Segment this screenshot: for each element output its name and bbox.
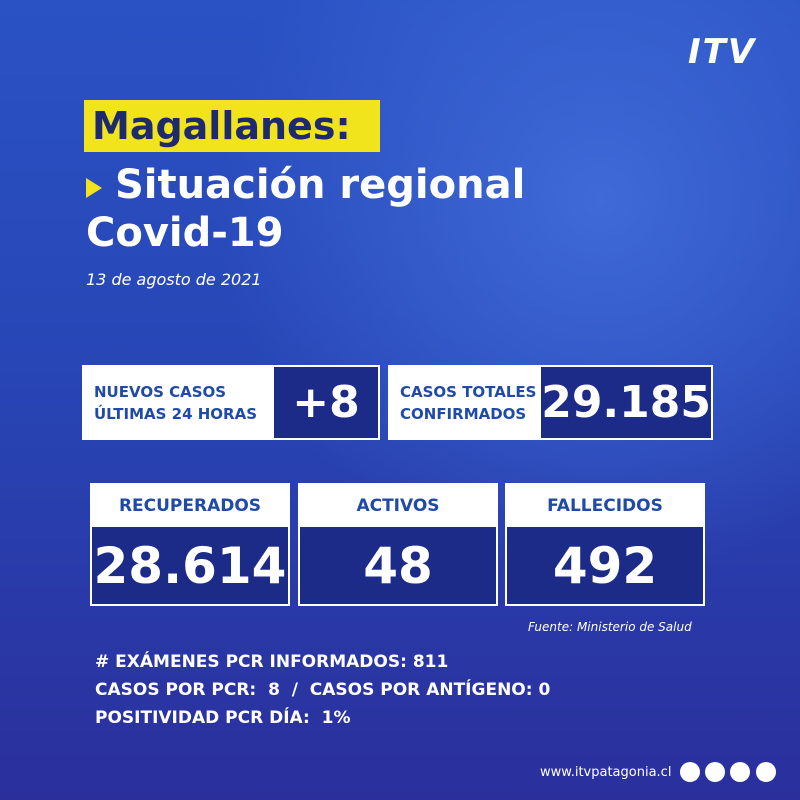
stat-value: 48 xyxy=(363,537,433,595)
label: NUEVOS CASOS xyxy=(94,382,227,401)
title: Covid-19 xyxy=(86,210,284,256)
twitter-icon[interactable] xyxy=(730,762,750,782)
title: Situación regional xyxy=(115,162,526,208)
stat-box: CASOS TOTALES CONFIRMADOS 29.185 xyxy=(388,365,713,440)
stat-value: +8 xyxy=(274,367,378,438)
date: 13 de agosto de 2021 xyxy=(86,270,262,289)
label: CASOS TOTALES xyxy=(400,382,537,401)
stat-label: NUEVOS CASOS ÚLTIMAS 24 HORAS xyxy=(84,367,274,438)
label: CONFIRMADOS xyxy=(400,404,527,423)
youtube-icon[interactable] xyxy=(705,762,725,782)
label: ÚLTIMAS 24 HORAS xyxy=(94,404,257,423)
url[interactable]: www.itvpatagonia.cl xyxy=(540,765,672,780)
source: Fuente: Ministerio de Salud xyxy=(528,620,692,634)
stat-box: NUEVOS CASOS ÚLTIMAS 24 HORAS +8 xyxy=(82,365,380,440)
instagram-icon[interactable] xyxy=(756,762,776,782)
detail-line: CASOS POR PCR: 8 / CASOS POR ANTÍGENO: 0 xyxy=(95,680,551,700)
stat-label: CASOS TOTALES CONFIRMADOS xyxy=(390,367,542,438)
stat-label: FALLECIDOS xyxy=(507,485,703,527)
stat-box: ACTIVOS 48 xyxy=(298,483,498,606)
detail-line: # EXÁMENES PCR INFORMADOS: 811 xyxy=(95,652,449,672)
stat-label: ACTIVOS xyxy=(300,485,496,527)
region-label: Magallanes: xyxy=(84,100,380,152)
bullet xyxy=(86,178,102,198)
stat-value: 29.185 xyxy=(541,367,711,438)
stat-box: RECUPERADOS 28.614 xyxy=(90,483,290,606)
stat-value: 28.614 xyxy=(93,537,287,595)
stat-box: FALLECIDOS 492 xyxy=(505,483,705,606)
stat-label: RECUPERADOS xyxy=(92,485,288,527)
detail-line: POSITIVIDAD PCR DÍA: 1% xyxy=(95,708,351,728)
facebook-icon[interactable] xyxy=(680,762,700,782)
stat-value: 492 xyxy=(552,537,658,595)
logo: ITV xyxy=(688,32,757,72)
